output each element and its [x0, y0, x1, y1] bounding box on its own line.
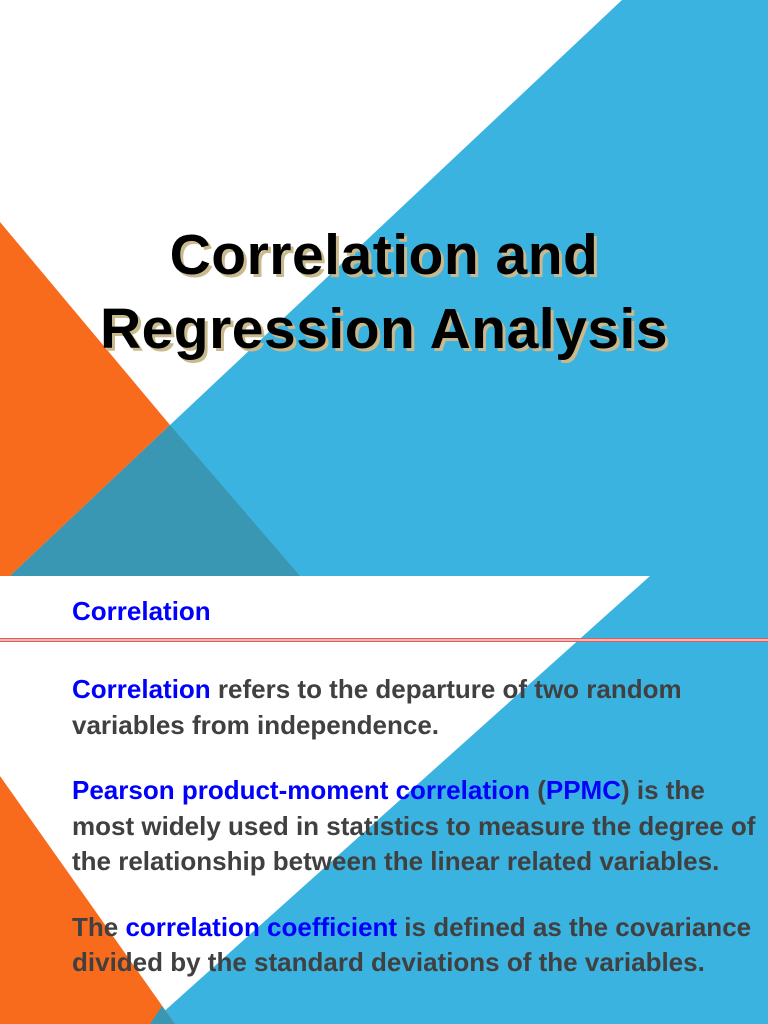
orange-shape [0, 776, 175, 1024]
paragraph-3: The correlation coefficient is defined a… [72, 910, 762, 981]
blue-shape [10, 0, 768, 576]
term-pearson: Pearson product-moment correlation [72, 775, 530, 805]
slide-background [0, 0, 768, 576]
term-correlation-coefficient: correlation coefficient [125, 911, 398, 942]
slide-title: Correlation and Regression Analysis [0, 218, 768, 366]
teal-overlap-shape [150, 1006, 175, 1024]
teal-overlap-shape [10, 425, 300, 576]
term-correlation: Correlation [72, 674, 211, 704]
blue-shape [150, 576, 768, 1024]
paragraph-text: is defined as the covariance divided by … [72, 911, 752, 978]
title-slide: Correlation and Regression Analysis [0, 0, 768, 576]
paragraph-text: refers to the departure of two random va… [72, 674, 682, 740]
paragraph-2: Pearson product-moment correlation (PPMC… [72, 773, 762, 880]
slide-background [0, 576, 768, 1024]
correlation-slide: Correlation Correlation refers to the de… [0, 576, 768, 1024]
slide-heading: Correlation [72, 596, 211, 626]
title-line-2: Regression Analysis [99, 297, 669, 361]
paragraph-text: ) is the most widely used in statistics … [72, 775, 756, 876]
paragraph-1: Correlation refers to the departure of t… [72, 672, 762, 743]
title-line-1: Correlation and [169, 223, 599, 287]
slide-body: Correlation refers to the departure of t… [72, 672, 762, 1011]
term-ppmc: PPMC [545, 775, 621, 805]
heading-divider [0, 638, 768, 642]
paragraph-text: ( [529, 775, 546, 805]
orange-shape [0, 222, 170, 576]
paragraph-text: The [72, 911, 126, 942]
